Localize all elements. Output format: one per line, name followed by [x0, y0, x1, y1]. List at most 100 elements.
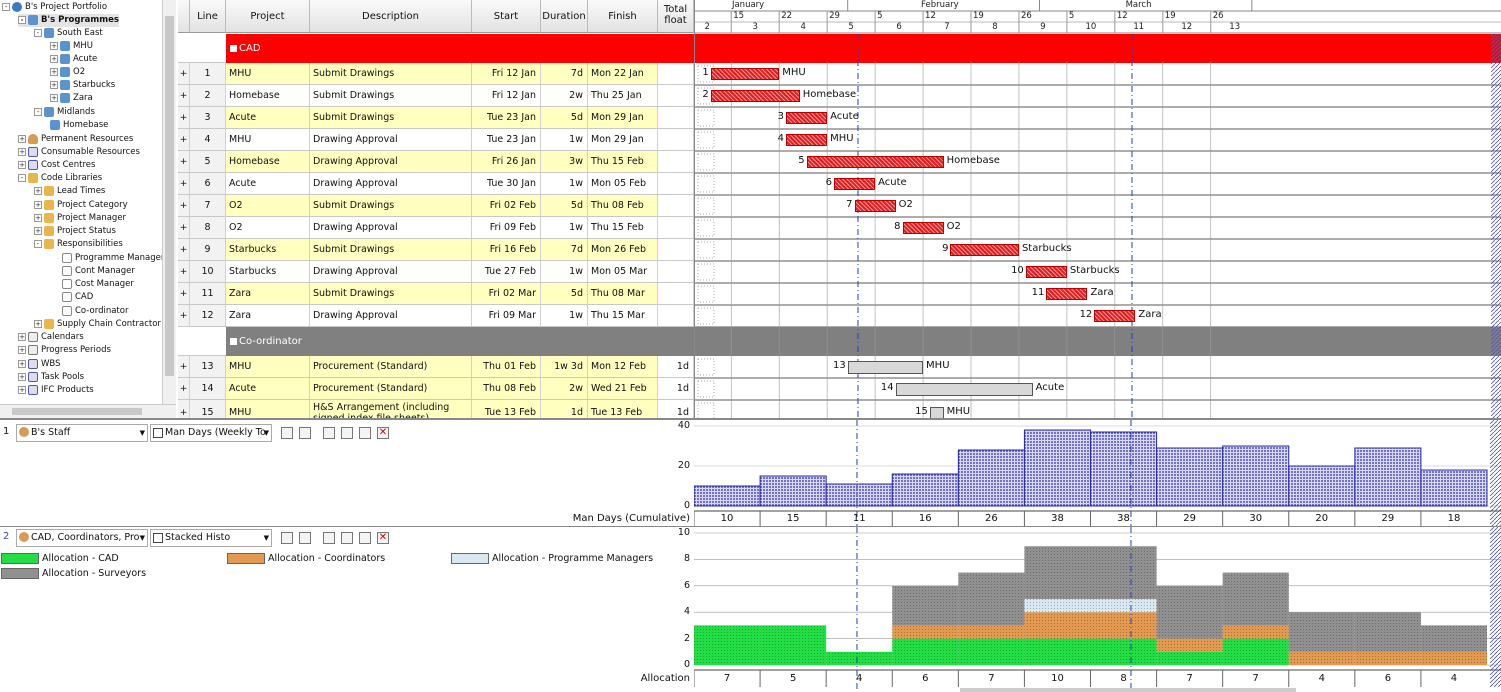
- task-bar[interactable]: [902, 222, 944, 234]
- collapse-icon[interactable]: -: [34, 239, 42, 248]
- tree-vertical-scrollbar[interactable]: [162, 0, 176, 404]
- table-row[interactable]: +1 MHU Submit Drawings Fri 12 Jan 7d Mon 22 J…: [178, 63, 694, 85]
- expand-icon[interactable]: +: [50, 67, 58, 76]
- expand-icon[interactable]: +: [34, 213, 42, 222]
- tree-node[interactable]: + Project Status: [34, 225, 116, 238]
- collapse-icon[interactable]: [230, 44, 237, 52]
- task-bar[interactable]: [786, 112, 828, 124]
- tree-horizontal-scrollbar[interactable]: [0, 404, 176, 418]
- row-expand-icon[interactable]: +: [178, 400, 190, 418]
- tree-node[interactable]: - Code Libraries: [18, 172, 102, 185]
- properties-icon[interactable]: [281, 427, 293, 439]
- expand-icon[interactable]: +: [34, 200, 42, 209]
- start-column-header[interactable]: Start: [472, 0, 541, 33]
- edit-icon[interactable]: [299, 427, 311, 439]
- tree-node[interactable]: + Cost Centres: [18, 159, 95, 172]
- table-row[interactable]: +5 Homebase Drawing Approval Fri 26 Jan 3w Th…: [178, 151, 694, 173]
- task-bar[interactable]: [950, 244, 1019, 256]
- group-header[interactable]: Co-ordinator: [226, 327, 694, 356]
- tree-node[interactable]: + Supply Chain Contractor: [34, 318, 161, 331]
- table-row[interactable]: +9 Starbucks Submit Drawings Fri 16 Feb 7d Mo…: [178, 239, 694, 261]
- expand-icon[interactable]: +: [50, 80, 58, 89]
- tree-node[interactable]: + Project Manager: [34, 212, 126, 225]
- task-bar[interactable]: [1046, 288, 1088, 300]
- expand-icon[interactable]: +: [18, 160, 26, 169]
- table-row[interactable]: +11 Zara Submit Drawings Fri 02 Mar 5d Thu 08…: [178, 283, 694, 305]
- row-expand-icon[interactable]: +: [178, 173, 190, 194]
- row-expand-icon[interactable]: +: [178, 356, 190, 377]
- task-bar[interactable]: [710, 90, 800, 102]
- histogram-icon[interactable]: [341, 427, 353, 439]
- tree-node[interactable]: - Midlands: [34, 106, 95, 119]
- tree-node[interactable]: + Consumable Resources: [18, 146, 140, 159]
- layout-icon[interactable]: [323, 427, 335, 439]
- tree-node[interactable]: + Calendars: [18, 331, 84, 344]
- tree-node[interactable]: Co-ordinator: [62, 305, 128, 318]
- layout-icon[interactable]: [323, 532, 335, 544]
- panel2-resource-select[interactable]: CAD, Coordinators, Pro ▼: [16, 529, 148, 547]
- group-header[interactable]: CAD: [226, 34, 694, 63]
- collapse-icon[interactable]: -: [18, 15, 26, 24]
- expand-icon[interactable]: +: [34, 186, 42, 195]
- tree-node[interactable]: Programme Manager: [62, 252, 164, 265]
- tree-node[interactable]: + Starbucks: [50, 79, 115, 92]
- collapse-icon[interactable]: -: [34, 107, 42, 116]
- duration-column-header[interactable]: Duration: [541, 0, 588, 33]
- row-expand-icon[interactable]: +: [178, 129, 190, 150]
- task-bar[interactable]: [1094, 310, 1136, 322]
- expand-icon[interactable]: +: [18, 134, 26, 143]
- task-bar[interactable]: [895, 383, 1033, 396]
- collapse-icon[interactable]: [230, 337, 237, 345]
- tree-node[interactable]: - B's Programmes: [18, 14, 119, 27]
- expand-icon[interactable]: +: [18, 385, 26, 394]
- delete-chart-icon[interactable]: ✕: [377, 532, 389, 544]
- task-bar[interactable]: [710, 68, 780, 80]
- tree-node[interactable]: + O2: [50, 66, 85, 79]
- gantt-chart[interactable]: January February March 15 22 29 5 12 19 26 5 12 19 26…: [694, 0, 1501, 418]
- table-row[interactable]: +6 Acute Drawing Approval Tue 30 Jan 1w Mon 0…: [178, 173, 694, 195]
- row-expand-icon[interactable]: +: [178, 63, 190, 84]
- tree-node[interactable]: + IFC Products: [18, 384, 94, 397]
- task-bar[interactable]: [834, 178, 876, 190]
- task-bar[interactable]: [806, 156, 944, 168]
- total-float-column-header[interactable]: Total float: [658, 0, 694, 33]
- finish-column-header[interactable]: Finish: [588, 0, 658, 33]
- table-row[interactable]: +4 MHU Drawing Approval Tue 23 Jan 1w Mon 29 …: [178, 129, 694, 151]
- tree-node[interactable]: + Progress Periods: [18, 344, 111, 357]
- scrollbar-thumb[interactable]: [12, 408, 142, 415]
- tree-node[interactable]: Homebase: [50, 119, 108, 132]
- row-expand-icon[interactable]: +: [178, 283, 190, 304]
- tree-node[interactable]: - South East: [34, 27, 103, 40]
- table-row[interactable]: +14 Acute Procurement (Standard) Thu 08 Feb…: [178, 378, 694, 400]
- table-row[interactable]: +2 Homebase Submit Drawings Fri 12 Jan 2w Thu…: [178, 85, 694, 107]
- row-expand-icon[interactable]: +: [178, 305, 190, 326]
- table-row[interactable]: +3 Acute Submit Drawings Tue 23 Jan 5d Mon 29…: [178, 107, 694, 129]
- row-expand-icon[interactable]: +: [178, 151, 190, 172]
- splitter[interactable]: [0, 526, 1501, 527]
- task-bar[interactable]: [929, 407, 944, 418]
- tree-node[interactable]: + Permanent Resources: [18, 133, 133, 146]
- collapse-icon[interactable]: -: [18, 173, 26, 182]
- scrollbar-thumb[interactable]: [165, 16, 174, 376]
- expand-icon[interactable]: +: [34, 226, 42, 235]
- expand-icon[interactable]: +: [18, 359, 26, 368]
- row-expand-icon[interactable]: +: [178, 239, 190, 260]
- project-column-header[interactable]: Project: [226, 0, 310, 33]
- line-column-header[interactable]: Line: [190, 0, 226, 33]
- expand-icon[interactable]: +: [50, 41, 58, 50]
- splitter[interactable]: [0, 418, 1501, 420]
- panel2-chart-select[interactable]: Stacked Histo ▼: [150, 529, 272, 547]
- tree-node[interactable]: + Acute: [50, 53, 97, 66]
- table-row[interactable]: +7 O2 Submit Drawings Fri 02 Feb 5d Thu 08 Fe…: [178, 195, 694, 217]
- expand-icon[interactable]: +: [18, 332, 26, 341]
- expand-icon[interactable]: +: [18, 345, 26, 354]
- row-expand-icon[interactable]: +: [178, 195, 190, 216]
- tree-node[interactable]: + Zara: [50, 92, 93, 105]
- edit-icon[interactable]: [299, 532, 311, 544]
- add-chart-icon[interactable]: [359, 427, 371, 439]
- expand-icon[interactable]: +: [18, 147, 26, 156]
- expand-icon[interactable]: +: [18, 372, 26, 381]
- tree-node[interactable]: - B's Project Portfolio: [2, 1, 107, 14]
- tree-node[interactable]: + MHU: [50, 40, 93, 53]
- table-row[interactable]: +10 Starbucks Drawing Approval Tue 27 Feb 1w…: [178, 261, 694, 283]
